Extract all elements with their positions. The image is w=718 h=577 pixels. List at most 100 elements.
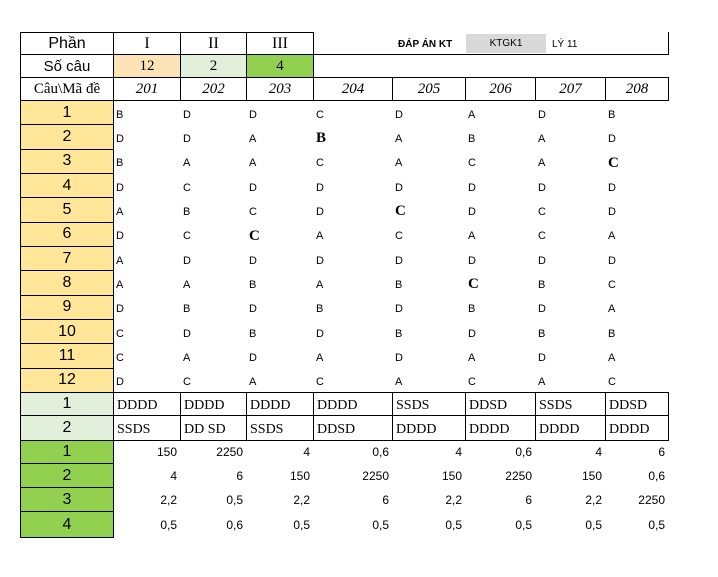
answer: A xyxy=(395,376,403,389)
count: 12 xyxy=(113,54,181,78)
question-number: 4 xyxy=(20,511,114,538)
count-label: Số câu xyxy=(20,54,114,78)
question-number: 4 xyxy=(20,173,114,199)
answer: 6 xyxy=(658,445,665,459)
answer: D xyxy=(249,303,257,316)
answer: 150 xyxy=(289,468,310,483)
answer: B xyxy=(395,327,403,340)
answer: 0,5 xyxy=(585,517,602,532)
answer: 0,5 xyxy=(226,492,243,507)
answer: B xyxy=(395,278,403,291)
answer: D xyxy=(249,108,257,121)
exam-code-number: 206 xyxy=(465,77,536,101)
answer: D xyxy=(538,254,546,267)
answer: DDDD xyxy=(313,392,393,416)
question-number: 7 xyxy=(20,246,114,272)
answer: B xyxy=(116,108,124,121)
answer: B xyxy=(249,327,257,340)
answer: 0,6 xyxy=(372,445,389,459)
answer: B xyxy=(116,157,124,170)
answer: A xyxy=(183,278,191,291)
answer: D xyxy=(468,254,476,267)
answer: D xyxy=(316,254,324,267)
answer: 0,5 xyxy=(160,517,177,532)
question-number: 6 xyxy=(20,221,114,247)
answer: 2,2 xyxy=(585,492,602,507)
answer: B xyxy=(183,205,191,218)
answer: A xyxy=(116,254,124,267)
answer: 0,6 xyxy=(648,468,665,483)
answer: 2,2 xyxy=(445,492,462,507)
answer: C xyxy=(468,376,476,389)
part-name: I xyxy=(113,32,181,55)
answer: DD SD xyxy=(180,415,247,441)
answer: C xyxy=(395,230,403,243)
question-number: 12 xyxy=(20,367,114,393)
answer: D xyxy=(116,230,124,243)
answer: A xyxy=(538,376,546,389)
answer: A xyxy=(249,157,257,170)
answer: A xyxy=(316,230,324,243)
answer: B xyxy=(468,132,476,145)
answer: DDDD xyxy=(180,392,247,416)
answer: 6 xyxy=(382,492,389,507)
answer: A xyxy=(538,157,546,170)
question-number: 11 xyxy=(20,343,114,369)
answer: 0,5 xyxy=(648,517,665,532)
answer: 4 xyxy=(303,445,310,459)
answer: 2250 xyxy=(216,445,243,459)
answer: D xyxy=(608,132,616,145)
answer: D xyxy=(183,254,191,267)
question-number: 3 xyxy=(20,487,114,512)
exam-code-number: 207 xyxy=(535,77,606,101)
answer: B xyxy=(468,303,476,316)
answer: C xyxy=(316,108,324,121)
question-number: 2 xyxy=(20,415,114,441)
count: 4 xyxy=(246,54,314,78)
answer: C xyxy=(395,203,406,220)
answer: 2,2 xyxy=(293,492,310,507)
answer: B xyxy=(538,327,546,340)
answer: DDDD xyxy=(465,415,536,441)
answer: D xyxy=(249,181,257,194)
answer: D xyxy=(608,181,616,194)
answer: 0,5 xyxy=(445,517,462,532)
answer: 6 xyxy=(525,492,532,507)
answer: B xyxy=(316,303,324,316)
answer: SSDS xyxy=(535,392,606,416)
header-right xyxy=(246,32,669,55)
answer: D xyxy=(395,181,403,194)
exam-title: ĐÁP ÁN KT xyxy=(398,38,453,50)
answer: A xyxy=(116,278,124,291)
answer: C xyxy=(608,154,619,171)
answer: A xyxy=(608,303,616,316)
exam-code-number: 202 xyxy=(180,77,247,101)
answer: D xyxy=(395,108,403,121)
question-number: 2 xyxy=(20,124,114,150)
question-number: 5 xyxy=(20,197,114,223)
answer: C xyxy=(468,276,479,293)
answer: D xyxy=(183,132,191,145)
answer: 150 xyxy=(156,445,177,459)
exam-code-number: 208 xyxy=(605,77,669,101)
answer: 2250 xyxy=(362,468,389,483)
question-number: 8 xyxy=(20,270,114,296)
answer: SSDS xyxy=(392,392,466,416)
answer: D xyxy=(249,254,257,267)
answer: A xyxy=(183,351,191,364)
answer: D xyxy=(468,327,476,340)
question-number: 1 xyxy=(20,440,114,464)
answer: 6 xyxy=(236,468,243,483)
answer: A xyxy=(608,230,616,243)
answer: B xyxy=(608,108,616,121)
answer: A xyxy=(468,230,476,243)
answer: A xyxy=(116,205,124,218)
answer: DDSD xyxy=(465,392,536,416)
question-number: 2 xyxy=(20,463,114,488)
count: 2 xyxy=(180,54,247,78)
code-label: Câu\Mã đề xyxy=(20,77,114,101)
answer: C xyxy=(249,227,260,244)
answer: D xyxy=(538,181,546,194)
answer: DDDD xyxy=(535,415,606,441)
